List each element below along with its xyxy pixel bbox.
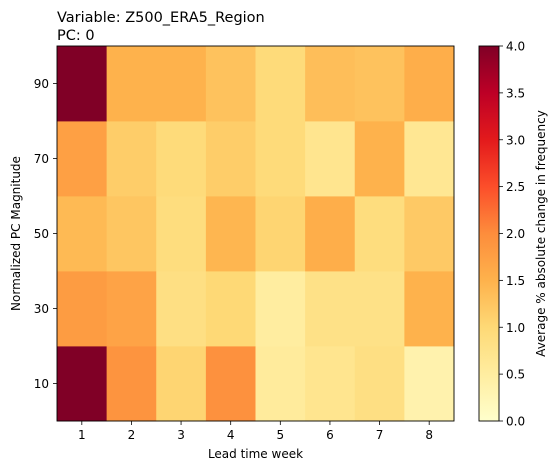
colorbar [478, 45, 500, 422]
heatmap-cell [404, 121, 455, 197]
heatmap-cell [57, 46, 108, 122]
colorbar-tick-label: 1.0 [506, 321, 525, 335]
x-axis: 1 2 3 4 5 6 7 8 [78, 421, 433, 442]
heatmap-cell [255, 46, 306, 122]
y-tick-label: 70 [34, 152, 49, 166]
y-tick-label: 90 [34, 77, 49, 91]
heatmap-cell [305, 346, 356, 422]
heatmap-cell [156, 271, 207, 347]
heatmap-cell [106, 271, 157, 347]
heatmap-cell [305, 271, 356, 347]
heatmap-cell [205, 46, 256, 122]
y-tick-label: 10 [34, 377, 49, 391]
heatmap-cell [305, 196, 356, 272]
colorbar-tick-label: 1.5 [506, 274, 525, 288]
x-tick-label: 7 [376, 428, 384, 442]
x-tick-label: 8 [425, 428, 433, 442]
colorbar-label: Average % absolute change in frequency [534, 110, 548, 357]
heatmap-cell [57, 196, 108, 272]
heatmap-cell [354, 46, 405, 122]
x-tick-label: 2 [128, 428, 136, 442]
heatmap-cell [106, 346, 157, 422]
chart-title-line-1: Variable: Z500_ERA5_Region [57, 10, 265, 26]
heatmap-cell [354, 346, 405, 422]
heatmap-cell [305, 46, 356, 122]
chart-title-line-2: PC: 0 [57, 28, 95, 44]
y-axis: 10 30 50 70 90 [34, 77, 57, 391]
heatmap-cell [255, 196, 306, 272]
x-tick-label: 3 [177, 428, 185, 442]
heatmap-cell [255, 346, 306, 422]
y-tick-label: 30 [34, 302, 49, 316]
colorbar-tick-label: 4.0 [506, 40, 525, 54]
x-tick-label: 5 [276, 428, 284, 442]
heatmap-cell [255, 271, 306, 347]
heatmap-cell [57, 121, 108, 197]
colorbar-tick-label: 2.0 [506, 227, 525, 241]
y-axis-label: Normalized PC Magnitude [9, 156, 23, 311]
x-tick-label: 1 [78, 428, 86, 442]
heatmap-cell [156, 346, 207, 422]
y-tick-label: 50 [34, 227, 49, 241]
heatmap-cell [156, 121, 207, 197]
heatmap-cell [305, 121, 356, 197]
colorbar-axis: 0.0 0.5 1.0 1.5 2.0 2.5 3.0 3.5 4.0 [499, 40, 525, 429]
x-axis-label: Lead time week [208, 447, 303, 461]
x-tick-label: 4 [227, 428, 235, 442]
heatmap-cell [156, 46, 207, 122]
heatmap-cells [57, 46, 455, 422]
colorbar-tick-label: 3.5 [506, 86, 525, 100]
colorbar-tick-label: 2.5 [506, 180, 525, 194]
heatmap-cell [354, 121, 405, 197]
heatmap-cell [205, 196, 256, 272]
heatmap-cell [205, 121, 256, 197]
colorbar-tick-label: 0.5 [506, 368, 525, 382]
heatmap-cell [404, 46, 455, 122]
heatmap-cell [354, 196, 405, 272]
heatmap-cell [255, 121, 306, 197]
colorbar-tick-label: 3.0 [506, 133, 525, 147]
heatmap-cell [404, 196, 455, 272]
heatmap-cell [404, 271, 455, 347]
heatmap-cell [205, 346, 256, 422]
heatmap-cell [156, 196, 207, 272]
heatmap-cell [354, 271, 405, 347]
colorbar-tick-label: 0.0 [506, 415, 525, 429]
heatmap-cell [205, 271, 256, 347]
x-tick-label: 6 [326, 428, 334, 442]
heatmap-cell [57, 271, 108, 347]
heatmap-cell [106, 196, 157, 272]
heatmap-cell [106, 46, 157, 122]
heatmap-cell [57, 346, 108, 422]
heatmap-cell [404, 346, 455, 422]
heatmap-cell [106, 121, 157, 197]
